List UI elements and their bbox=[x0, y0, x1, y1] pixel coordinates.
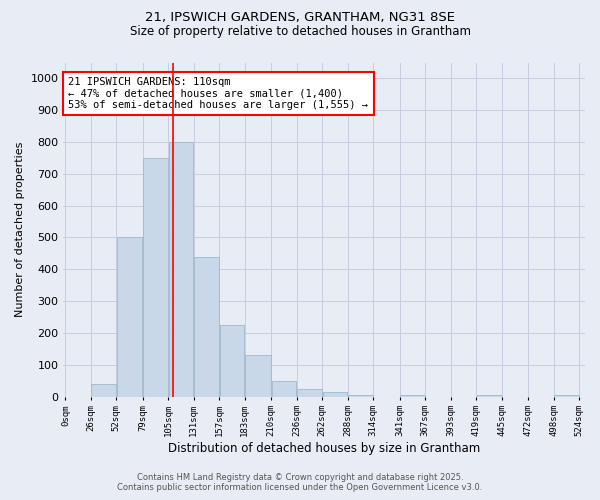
Text: Size of property relative to detached houses in Grantham: Size of property relative to detached ho… bbox=[130, 25, 470, 38]
Text: 21, IPSWICH GARDENS, GRANTHAM, NG31 8SE: 21, IPSWICH GARDENS, GRANTHAM, NG31 8SE bbox=[145, 11, 455, 24]
Bar bbox=[117, 238, 142, 396]
Bar bbox=[91, 384, 116, 396]
Text: Contains HM Land Registry data © Crown copyright and database right 2025.
Contai: Contains HM Land Registry data © Crown c… bbox=[118, 473, 482, 492]
Bar bbox=[220, 325, 244, 396]
Bar bbox=[143, 158, 168, 396]
Text: 21 IPSWICH GARDENS: 110sqm
← 47% of detached houses are smaller (1,400)
53% of s: 21 IPSWICH GARDENS: 110sqm ← 47% of deta… bbox=[68, 77, 368, 110]
Bar bbox=[323, 392, 347, 396]
X-axis label: Distribution of detached houses by size in Grantham: Distribution of detached houses by size … bbox=[168, 442, 481, 455]
Bar bbox=[169, 142, 193, 397]
Bar bbox=[245, 355, 271, 397]
Bar bbox=[194, 256, 219, 396]
Bar bbox=[400, 395, 425, 396]
Y-axis label: Number of detached properties: Number of detached properties bbox=[15, 142, 25, 317]
Bar bbox=[298, 388, 322, 396]
Bar bbox=[349, 395, 373, 396]
Bar bbox=[477, 395, 501, 396]
Bar bbox=[272, 380, 296, 396]
Bar bbox=[554, 395, 578, 396]
